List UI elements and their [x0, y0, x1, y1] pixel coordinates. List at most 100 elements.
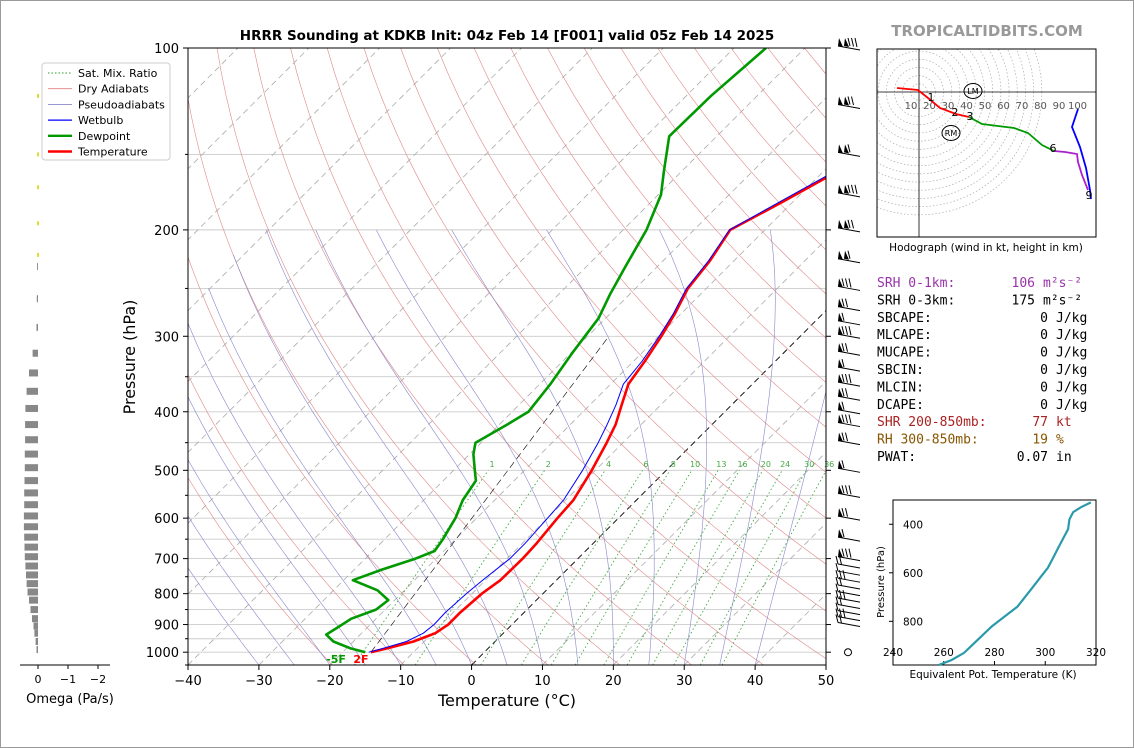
wind-barb-flag — [838, 485, 843, 495]
wind-barb-feather — [851, 96, 854, 106]
wind-barb-feather — [847, 184, 851, 193]
wind-barb-feather — [842, 570, 846, 580]
dry-adiabat — [290, 48, 764, 665]
mixing-ratio-labels: 1 2 4 6 8 10 13 16 20 24 30 36 — [490, 460, 835, 469]
hodograph-ring-label: 70 — [1016, 101, 1029, 112]
wind-barb-feather — [845, 326, 848, 335]
skewt-axes: −40 −30 −20 −10 0 10 20 30 40 50 1000 900 800 700 600 5… — [146, 42, 834, 689]
hodograph-trace: 1 2 3 6 9 LM RM — [896, 83, 1093, 202]
legend-label: Sat. Mix. Ratio — [78, 67, 158, 80]
wind-barb-feather — [848, 414, 852, 424]
legend-label: Wetbulb — [78, 114, 123, 127]
moist-adiabat — [233, 254, 472, 665]
y-axis-label: Pressure (hPa) — [120, 300, 139, 415]
omega-bar — [29, 596, 38, 604]
theta-e-panel: 240 260 280 300 320 400 600 800 — [883, 499, 1106, 667]
surface-dewpoint-label: -5F — [326, 653, 346, 666]
wind-barb-feather — [845, 414, 848, 424]
omega-tick-label: −2 — [90, 673, 106, 686]
wind-barb-feather — [845, 278, 848, 288]
moist-adiabat — [188, 515, 295, 665]
theta-e-x-tick-label: 320 — [1086, 647, 1106, 659]
wind-barb-flag — [838, 401, 843, 411]
x-tick-label: 30 — [676, 674, 693, 689]
omega-bar-positive — [37, 221, 39, 226]
stat-unit: J/kg — [1056, 328, 1087, 343]
x-tick-label: −10 — [387, 674, 414, 689]
omega-panel: 0 −1 −2 — [20, 48, 110, 686]
mixing-ratio-line — [721, 470, 826, 665]
legend-label: Temperature — [77, 146, 148, 159]
wind-barb-flag — [838, 460, 843, 470]
stat-value: 0 — [1040, 363, 1048, 378]
wind-barbs — [835, 37, 861, 657]
dry-adiabat — [437, 48, 826, 519]
stat-unit: J/kg — [1056, 363, 1087, 378]
stat-unit: J/kg — [1056, 311, 1087, 326]
wind-barb-feather — [839, 608, 842, 618]
isotherm-line — [542, 380, 826, 665]
wind-barb-staff — [837, 610, 861, 616]
chart-title: HRRR Sounding at KDKB Init: 04z Feb 14 [… — [240, 28, 774, 44]
omega-tick-label: 0 — [35, 673, 42, 686]
mixing-ratio-label: 16 — [737, 460, 747, 469]
skewt-axes-frame — [187, 47, 827, 666]
wind-barb-feather — [845, 388, 848, 397]
wind-barb-feather — [854, 37, 858, 48]
omega-bar — [24, 450, 38, 458]
stat-unit: J/kg — [1056, 346, 1087, 361]
stat-value: 175 — [1012, 293, 1035, 308]
wind-barb-flag — [838, 548, 843, 558]
x-tick-label: −30 — [245, 674, 272, 689]
y-tick-label: 1000 — [146, 646, 179, 661]
stat-value: 0 — [1040, 311, 1048, 326]
mixing-ratio-label: 24 — [780, 460, 790, 469]
legend-label: Pseudoadiabats — [78, 98, 165, 111]
omega-bar-positive — [37, 152, 39, 157]
theta-e-line — [938, 501, 1092, 667]
wind-barb-feather — [841, 298, 845, 307]
wind-barb-feather — [841, 508, 845, 517]
skewt-panel: 1 2 4 6 8 10 13 16 20 24 30 36 −40 −30 −20 −10 0 10 20 30 4… — [41, 42, 835, 710]
wind-barb-staff — [837, 577, 861, 583]
wind-barb-feather — [845, 508, 848, 517]
theta-e-y-tick-label: 600 — [903, 568, 923, 580]
sounding-series — [324, 48, 826, 654]
legend-box — [41, 62, 171, 161]
wind-barb-feather — [845, 298, 848, 308]
wind-barb-staff — [837, 622, 861, 628]
y-tick-label: 100 — [154, 42, 179, 57]
wind-barb-feather — [845, 485, 848, 494]
wind-barb-feather — [835, 614, 839, 623]
wind-barb-feather — [848, 326, 852, 336]
stat-unit: m²s⁻² — [1043, 276, 1082, 291]
omega-bar — [24, 477, 38, 485]
y-tick-label: 200 — [154, 224, 179, 239]
wind-barb-feather — [835, 555, 839, 565]
hodograph-height-label: 3 — [967, 110, 974, 123]
hodograph-height-label: 6 — [1050, 142, 1057, 155]
omega-bar — [32, 349, 38, 357]
wind-barb-staff — [837, 563, 861, 569]
wind-barb-feather — [848, 548, 852, 558]
moist-adiabat — [659, 229, 708, 665]
isotherm-line — [613, 451, 826, 665]
wind-barb-flag — [838, 312, 843, 322]
y-tick-label: 400 — [154, 406, 179, 421]
x-tick-label: 20 — [605, 674, 622, 689]
omega-bar — [33, 622, 38, 630]
x-tick-label: 40 — [747, 674, 764, 689]
dry-adiabat — [188, 476, 333, 665]
mixing-ratio-label: 10 — [690, 460, 700, 469]
dry-adiabat — [326, 48, 826, 660]
hodograph-segment — [896, 87, 970, 118]
stat-label: RH 300-850mb: — [877, 433, 979, 448]
dry-adiabat — [188, 373, 405, 665]
hodograph-height-label: 1 — [928, 91, 935, 104]
wind-barb-flag — [838, 250, 843, 260]
wind-barb-feather — [841, 326, 845, 335]
theta-e-frame — [892, 499, 1097, 666]
stat-value: 0 — [1040, 398, 1048, 413]
y-tick-label: 800 — [154, 588, 179, 603]
surface-temperature-label: 2F — [353, 653, 368, 666]
